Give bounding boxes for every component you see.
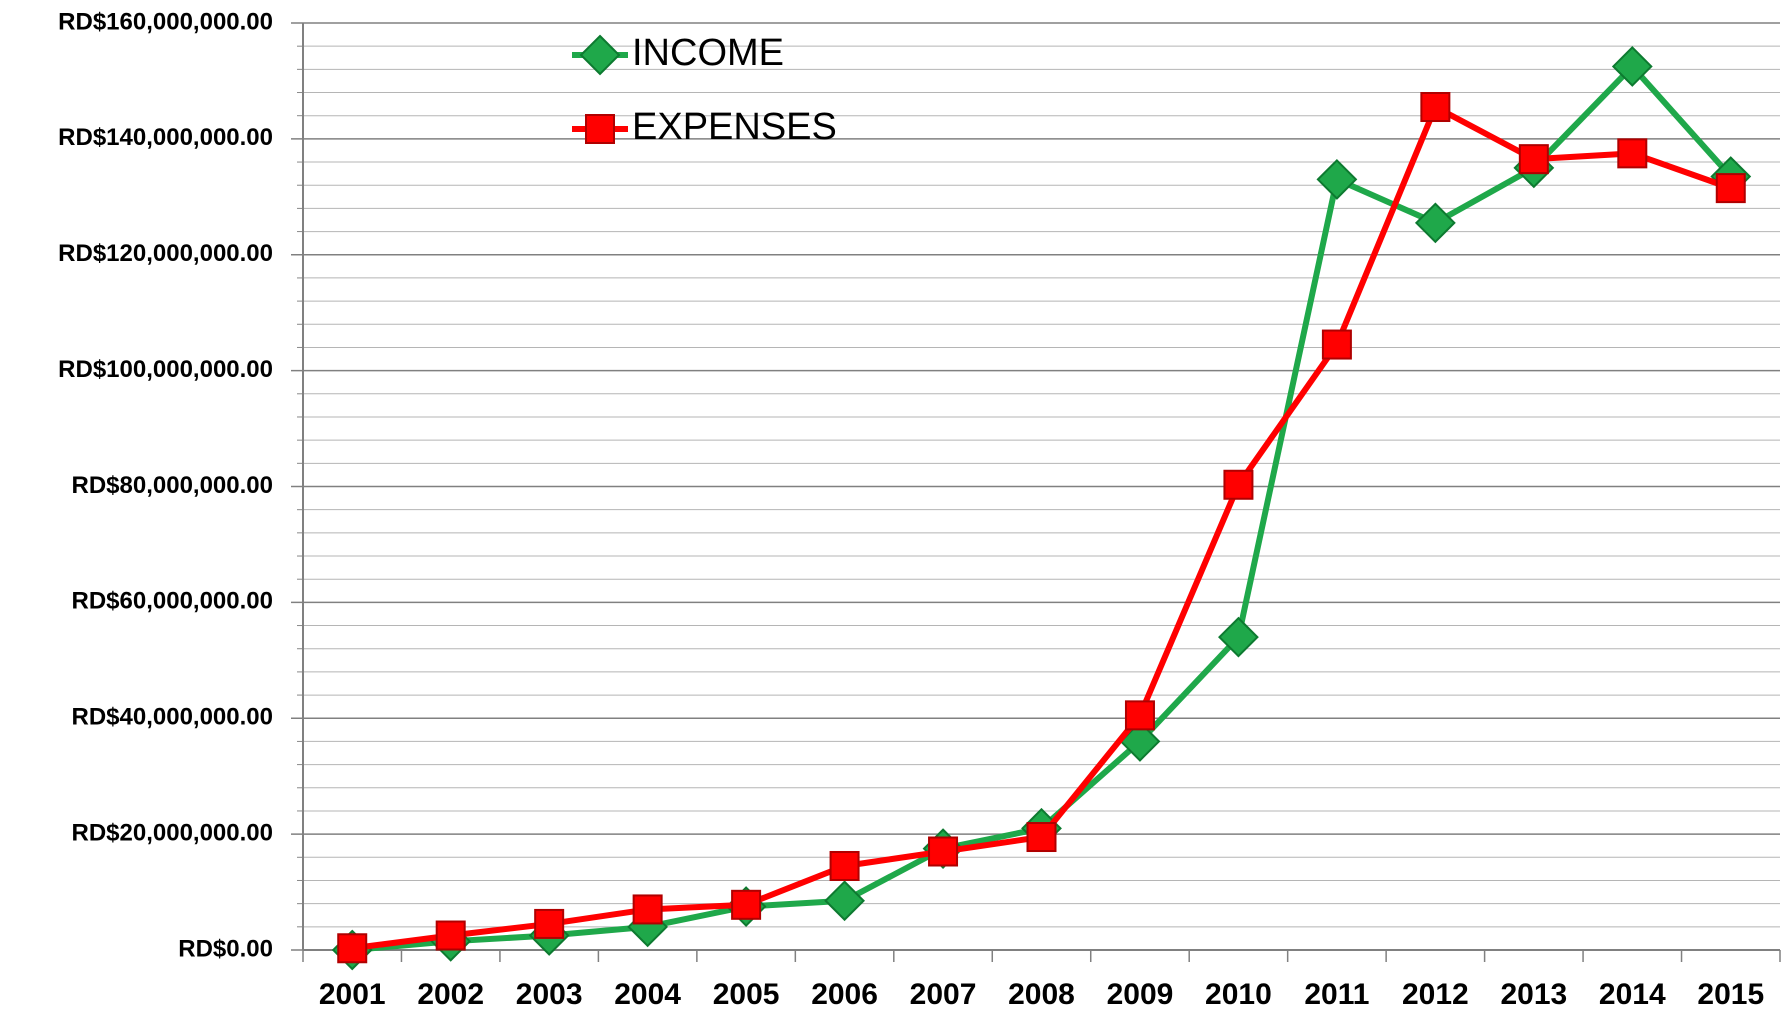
data-point bbox=[1321, 329, 1352, 360]
data-point bbox=[824, 880, 865, 922]
data-point bbox=[1414, 202, 1456, 244]
data-point bbox=[632, 894, 663, 925]
data-point bbox=[1617, 138, 1648, 169]
x-tick-label: 2014 bbox=[1599, 978, 1666, 1011]
x-tick-label: 2011 bbox=[1304, 978, 1369, 1011]
data-point bbox=[1611, 46, 1653, 87]
y-tick-label: RD$20,000,000.00 bbox=[72, 819, 274, 846]
data-point bbox=[1518, 144, 1549, 175]
data-point bbox=[1218, 616, 1259, 658]
y-tick-label: RD$80,000,000.00 bbox=[72, 472, 274, 499]
data-point bbox=[1316, 159, 1358, 200]
legend-marker bbox=[585, 114, 615, 144]
data-point bbox=[1420, 92, 1451, 123]
data-point bbox=[1026, 822, 1057, 853]
x-tick-label: 2006 bbox=[811, 978, 878, 1011]
x-tick-label: 2002 bbox=[417, 978, 484, 1011]
data-point bbox=[1223, 469, 1254, 500]
x-tick-label: 2012 bbox=[1402, 978, 1469, 1011]
y-tick-label: RD$60,000,000.00 bbox=[72, 588, 274, 615]
data-point bbox=[1124, 700, 1155, 731]
x-tick-label: 2009 bbox=[1107, 978, 1174, 1011]
y-tick-label: RD$120,000,000.00 bbox=[58, 240, 273, 267]
y-tick-label: RD$100,000,000.00 bbox=[58, 356, 273, 383]
data-point bbox=[337, 933, 368, 964]
data-point bbox=[928, 836, 959, 867]
y-tick-label: RD$40,000,000.00 bbox=[72, 704, 274, 731]
legend-marker bbox=[579, 34, 621, 76]
x-tick-label: 2010 bbox=[1205, 978, 1272, 1011]
x-tick-label: 2007 bbox=[910, 978, 977, 1011]
x-tick-label: 2005 bbox=[713, 978, 780, 1011]
y-tick-label: RD$140,000,000.00 bbox=[58, 124, 273, 151]
data-point bbox=[534, 908, 565, 939]
legend-label: EXPENSES bbox=[632, 106, 837, 148]
legend-label: INCOME bbox=[632, 32, 784, 74]
x-tick-label: 2015 bbox=[1697, 978, 1764, 1011]
data-point bbox=[829, 850, 860, 881]
data-point bbox=[1715, 173, 1746, 204]
x-tick-label: 2004 bbox=[614, 978, 681, 1011]
x-tick-label: 2001 bbox=[319, 978, 386, 1011]
x-tick-label: 2008 bbox=[1008, 978, 1075, 1011]
data-point bbox=[435, 920, 466, 951]
y-tick-label: RD$0.00 bbox=[178, 935, 273, 962]
x-tick-label: 2003 bbox=[516, 978, 583, 1011]
x-tick-label: 2013 bbox=[1500, 978, 1567, 1011]
data-point bbox=[731, 889, 762, 920]
y-tick-label: RD$160,000,000.00 bbox=[58, 8, 273, 35]
